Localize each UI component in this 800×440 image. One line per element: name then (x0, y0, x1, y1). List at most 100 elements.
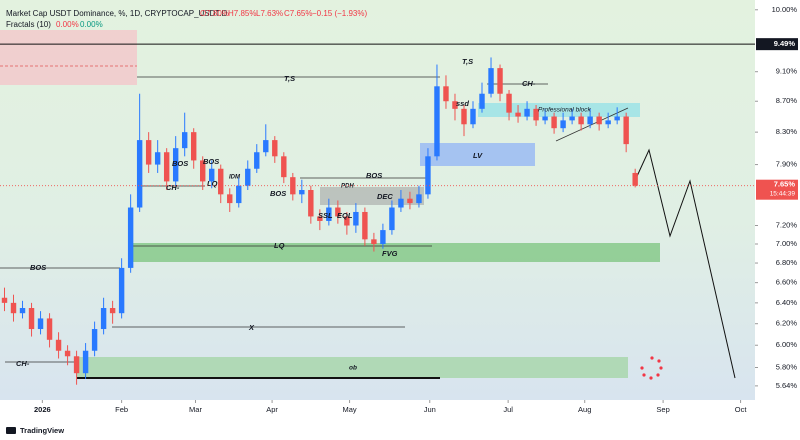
candle-body (605, 120, 611, 125)
candle-body (488, 68, 494, 94)
candle-body (163, 152, 170, 182)
candle-body (1, 297, 8, 303)
candle-body (515, 112, 521, 117)
candle-body (425, 156, 431, 195)
legend-open: O7.80% (200, 9, 229, 18)
price-axis (755, 0, 800, 400)
candle-body (136, 140, 143, 208)
candle-body (28, 308, 35, 330)
candle-body (209, 168, 215, 182)
price-line-label: 9.49% (774, 39, 796, 48)
y-tick-label: 9.10% (776, 67, 798, 76)
x-tick-label: Sep (656, 405, 669, 414)
candle-body (82, 350, 89, 374)
annotation: BOS (172, 159, 188, 168)
lv-zone (420, 143, 535, 166)
candle-body (632, 172, 638, 186)
candle-body (317, 216, 323, 221)
y-tick-label: 7.90% (776, 160, 798, 169)
fractal-marker (640, 356, 663, 380)
candle-body (46, 318, 53, 340)
x-tick-label: Jun (424, 405, 436, 414)
candle-body (55, 339, 62, 351)
y-tick-label: 6.40% (776, 298, 798, 307)
annotation: FVG (382, 249, 398, 258)
annotation: LQ (207, 179, 218, 188)
annotation: LV (473, 151, 483, 160)
indicator-value: 0.00% (80, 20, 103, 29)
candle-body (344, 216, 350, 226)
candle-body (614, 116, 620, 121)
legend-low: L7.63% (256, 9, 283, 18)
x-tick-label: Feb (115, 405, 128, 414)
annotation: DEC (377, 192, 393, 201)
candle-body (353, 211, 359, 226)
annotation: CH- (166, 183, 180, 192)
candle-body (569, 116, 575, 121)
y-tick-label: 8.70% (776, 96, 798, 105)
candle-body (10, 302, 17, 314)
annotation: ssd (456, 99, 469, 108)
y-tick-label: 10.00% (772, 5, 798, 14)
annotation: BOS (30, 263, 46, 272)
y-tick-label: 5.64% (776, 381, 798, 390)
candle-body (245, 168, 251, 186)
legend-high: H7.85% (228, 9, 256, 18)
candle-body (64, 350, 71, 357)
y-tick-label: 5.80% (776, 362, 798, 371)
candle-body (154, 152, 161, 165)
footer-brand: TradingView (20, 426, 64, 435)
candle-body (172, 148, 179, 182)
trendline (555, 107, 629, 142)
last-price-tag (756, 179, 798, 200)
candle-body (326, 207, 332, 221)
annotation: CH- (16, 359, 30, 368)
candle-body (407, 198, 413, 204)
candle-body (236, 185, 242, 204)
candle-body (596, 116, 602, 125)
candle-body (551, 116, 557, 129)
annotation: BOS (270, 189, 286, 198)
candle-body (109, 308, 116, 314)
candle-body (560, 120, 566, 129)
projection-path (632, 148, 736, 379)
candle-body (227, 194, 233, 204)
candle-body (73, 356, 80, 374)
candle-body (524, 108, 530, 117)
supply-zone (0, 30, 137, 85)
x-tick-label: Mar (189, 405, 202, 414)
annotation: T,S (462, 57, 473, 66)
marks (1, 57, 638, 385)
x-tick-label: Aug (578, 405, 591, 414)
candle-body (254, 152, 260, 169)
y-tick-label: 7.20% (776, 220, 798, 229)
candle-body (470, 108, 476, 125)
y-tick-label: 8.30% (776, 127, 798, 136)
annotation: BOS (366, 171, 382, 180)
candle-body (461, 108, 467, 125)
brand-icon (6, 427, 16, 434)
candle-body (506, 93, 512, 113)
candle-body (416, 194, 422, 204)
x-tick-label: May (342, 405, 356, 414)
candle-body (281, 156, 287, 178)
candle-body (145, 140, 152, 165)
candle-body (452, 101, 458, 109)
legend: Market Cap USDT Dominance, %, 1D, CRYPTO… (6, 9, 367, 29)
dec-zone (320, 187, 424, 205)
legend-change: −0.15 (−1.93%) (312, 9, 367, 18)
annotation: CH- (522, 79, 536, 88)
price-line-tag (756, 38, 798, 51)
annotation: IDM (229, 175, 241, 181)
annotation: T,S (284, 74, 295, 83)
y-tick-label: 6.20% (776, 319, 798, 328)
x-tick-label: 2026 (34, 405, 51, 414)
countdown: 15:44:39 (770, 190, 796, 197)
candle-body (37, 318, 44, 330)
candle-body (578, 116, 584, 125)
candle-body (191, 132, 197, 161)
x-tick-label: Oct (735, 405, 748, 414)
candle-body (118, 267, 125, 314)
candle-body (127, 207, 134, 268)
